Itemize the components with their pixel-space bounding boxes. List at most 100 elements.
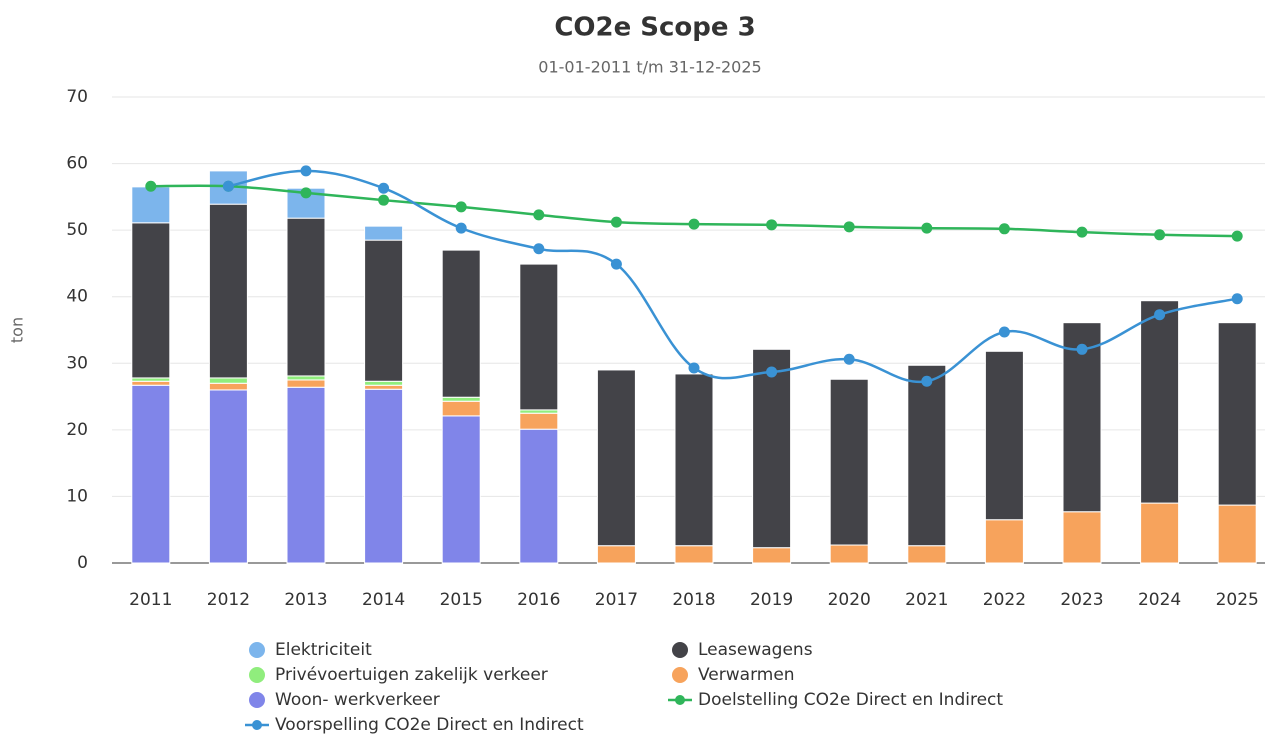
bar-segment <box>441 400 481 417</box>
x-tick-label: 2023 <box>1060 590 1103 610</box>
bar-segment <box>519 428 559 564</box>
line-point <box>533 209 545 221</box>
line-point <box>533 243 545 255</box>
bar-segment <box>596 369 636 547</box>
bar-segment <box>286 379 326 388</box>
line-point <box>688 362 700 374</box>
line-point <box>1231 293 1243 305</box>
bar-segment <box>907 545 947 564</box>
bar-segment <box>131 186 171 224</box>
line-point <box>1076 226 1088 238</box>
legend-symbol <box>252 720 262 730</box>
y-tick-label: 70 <box>66 87 88 107</box>
bar-segment <box>364 380 404 386</box>
line-point <box>222 180 234 192</box>
y-tick-label: 30 <box>66 353 88 373</box>
legend-symbol <box>249 692 265 708</box>
bar-segment <box>984 350 1024 521</box>
bar-segment <box>286 217 326 377</box>
x-tick-label: 2022 <box>983 590 1026 610</box>
line-point <box>1231 230 1243 242</box>
y-tick-label: 20 <box>66 420 88 440</box>
line-point <box>766 219 778 231</box>
bar-segment <box>286 386 326 564</box>
legend-symbol <box>675 695 685 705</box>
bar-segment <box>752 348 792 549</box>
bar-segment <box>984 519 1024 564</box>
line-point <box>610 258 622 270</box>
line-point <box>378 194 390 206</box>
y-axis-label: ton <box>8 317 27 343</box>
legend-label[interactable]: Leasewagens <box>698 640 813 660</box>
x-tick-label: 2011 <box>129 590 172 610</box>
bar-segment <box>441 249 481 398</box>
line-point <box>300 187 312 199</box>
bar-segment <box>364 384 404 390</box>
bar-segment <box>208 377 248 384</box>
y-tick-label: 0 <box>77 553 88 573</box>
bar-segment <box>364 388 404 564</box>
bar-segment <box>1217 322 1257 506</box>
legend-label[interactable]: Voorspelling CO2e Direct en Indirect <box>275 715 584 735</box>
line-point <box>843 353 855 365</box>
bar-segment <box>829 378 869 546</box>
line-point <box>1154 229 1166 241</box>
legend-label[interactable]: Elektriciteit <box>275 640 372 660</box>
y-tick-label: 60 <box>66 154 88 174</box>
line <box>228 169 1238 384</box>
y-tick-label: 50 <box>66 220 88 240</box>
legend-symbol <box>249 667 265 683</box>
bar-segment <box>1217 504 1257 564</box>
line-point <box>921 222 933 234</box>
legend-label[interactable]: Doelstelling CO2e Direct en Indirect <box>698 690 1003 710</box>
legend-symbol <box>249 642 265 658</box>
chart-subtitle: 01-01-2011 t/m 31-12-2025 <box>538 58 761 77</box>
x-tick-label: 2020 <box>828 590 871 610</box>
line-point <box>843 221 855 233</box>
legend-label[interactable]: Verwarmen <box>698 665 795 685</box>
line-point <box>998 326 1010 338</box>
line-point <box>1076 343 1088 355</box>
bar-segment <box>208 389 248 564</box>
bar-segment <box>286 375 326 381</box>
line-point <box>688 218 700 230</box>
legend-label[interactable]: Woon- werkverkeer <box>275 690 440 710</box>
legend-symbol <box>672 642 688 658</box>
x-tick-label: 2019 <box>750 590 793 610</box>
bar-segment <box>441 415 481 564</box>
bar-segment <box>131 384 171 564</box>
x-tick-label: 2014 <box>362 590 405 610</box>
bar-segment <box>907 364 947 547</box>
y-tick-label: 40 <box>66 287 88 307</box>
bar-segment <box>208 203 248 379</box>
bar-segment <box>674 545 714 564</box>
x-tick-label: 2024 <box>1138 590 1181 610</box>
chart-title: CO2e Scope 3 <box>554 13 755 43</box>
bar-segment <box>441 396 481 402</box>
line-point <box>300 165 312 177</box>
bar-segment <box>1062 511 1102 564</box>
legend-symbol <box>672 667 688 683</box>
line-point <box>455 201 467 213</box>
x-tick-label: 2013 <box>284 590 327 610</box>
line-point <box>998 223 1010 235</box>
y-tick-label: 10 <box>66 486 88 506</box>
x-tick-label: 2015 <box>440 590 483 610</box>
bar-segment <box>131 222 171 379</box>
bar-segment <box>208 382 248 391</box>
bar-segment <box>131 380 171 386</box>
line-point <box>378 182 390 194</box>
bar-segment <box>1140 300 1180 504</box>
legend-label[interactable]: Privévoertuigen zakelijk verkeer <box>275 665 548 685</box>
bar-segment <box>596 545 636 564</box>
x-tick-label: 2018 <box>672 590 715 610</box>
x-tick-label: 2016 <box>517 590 560 610</box>
line-point <box>1154 309 1166 321</box>
line-point <box>455 222 467 234</box>
x-tick-label: 2012 <box>207 590 250 610</box>
line-point <box>610 216 622 228</box>
line-point <box>145 180 157 192</box>
x-tick-label: 2025 <box>1216 590 1259 610</box>
line-point <box>921 375 933 387</box>
bar-segment <box>519 412 559 430</box>
